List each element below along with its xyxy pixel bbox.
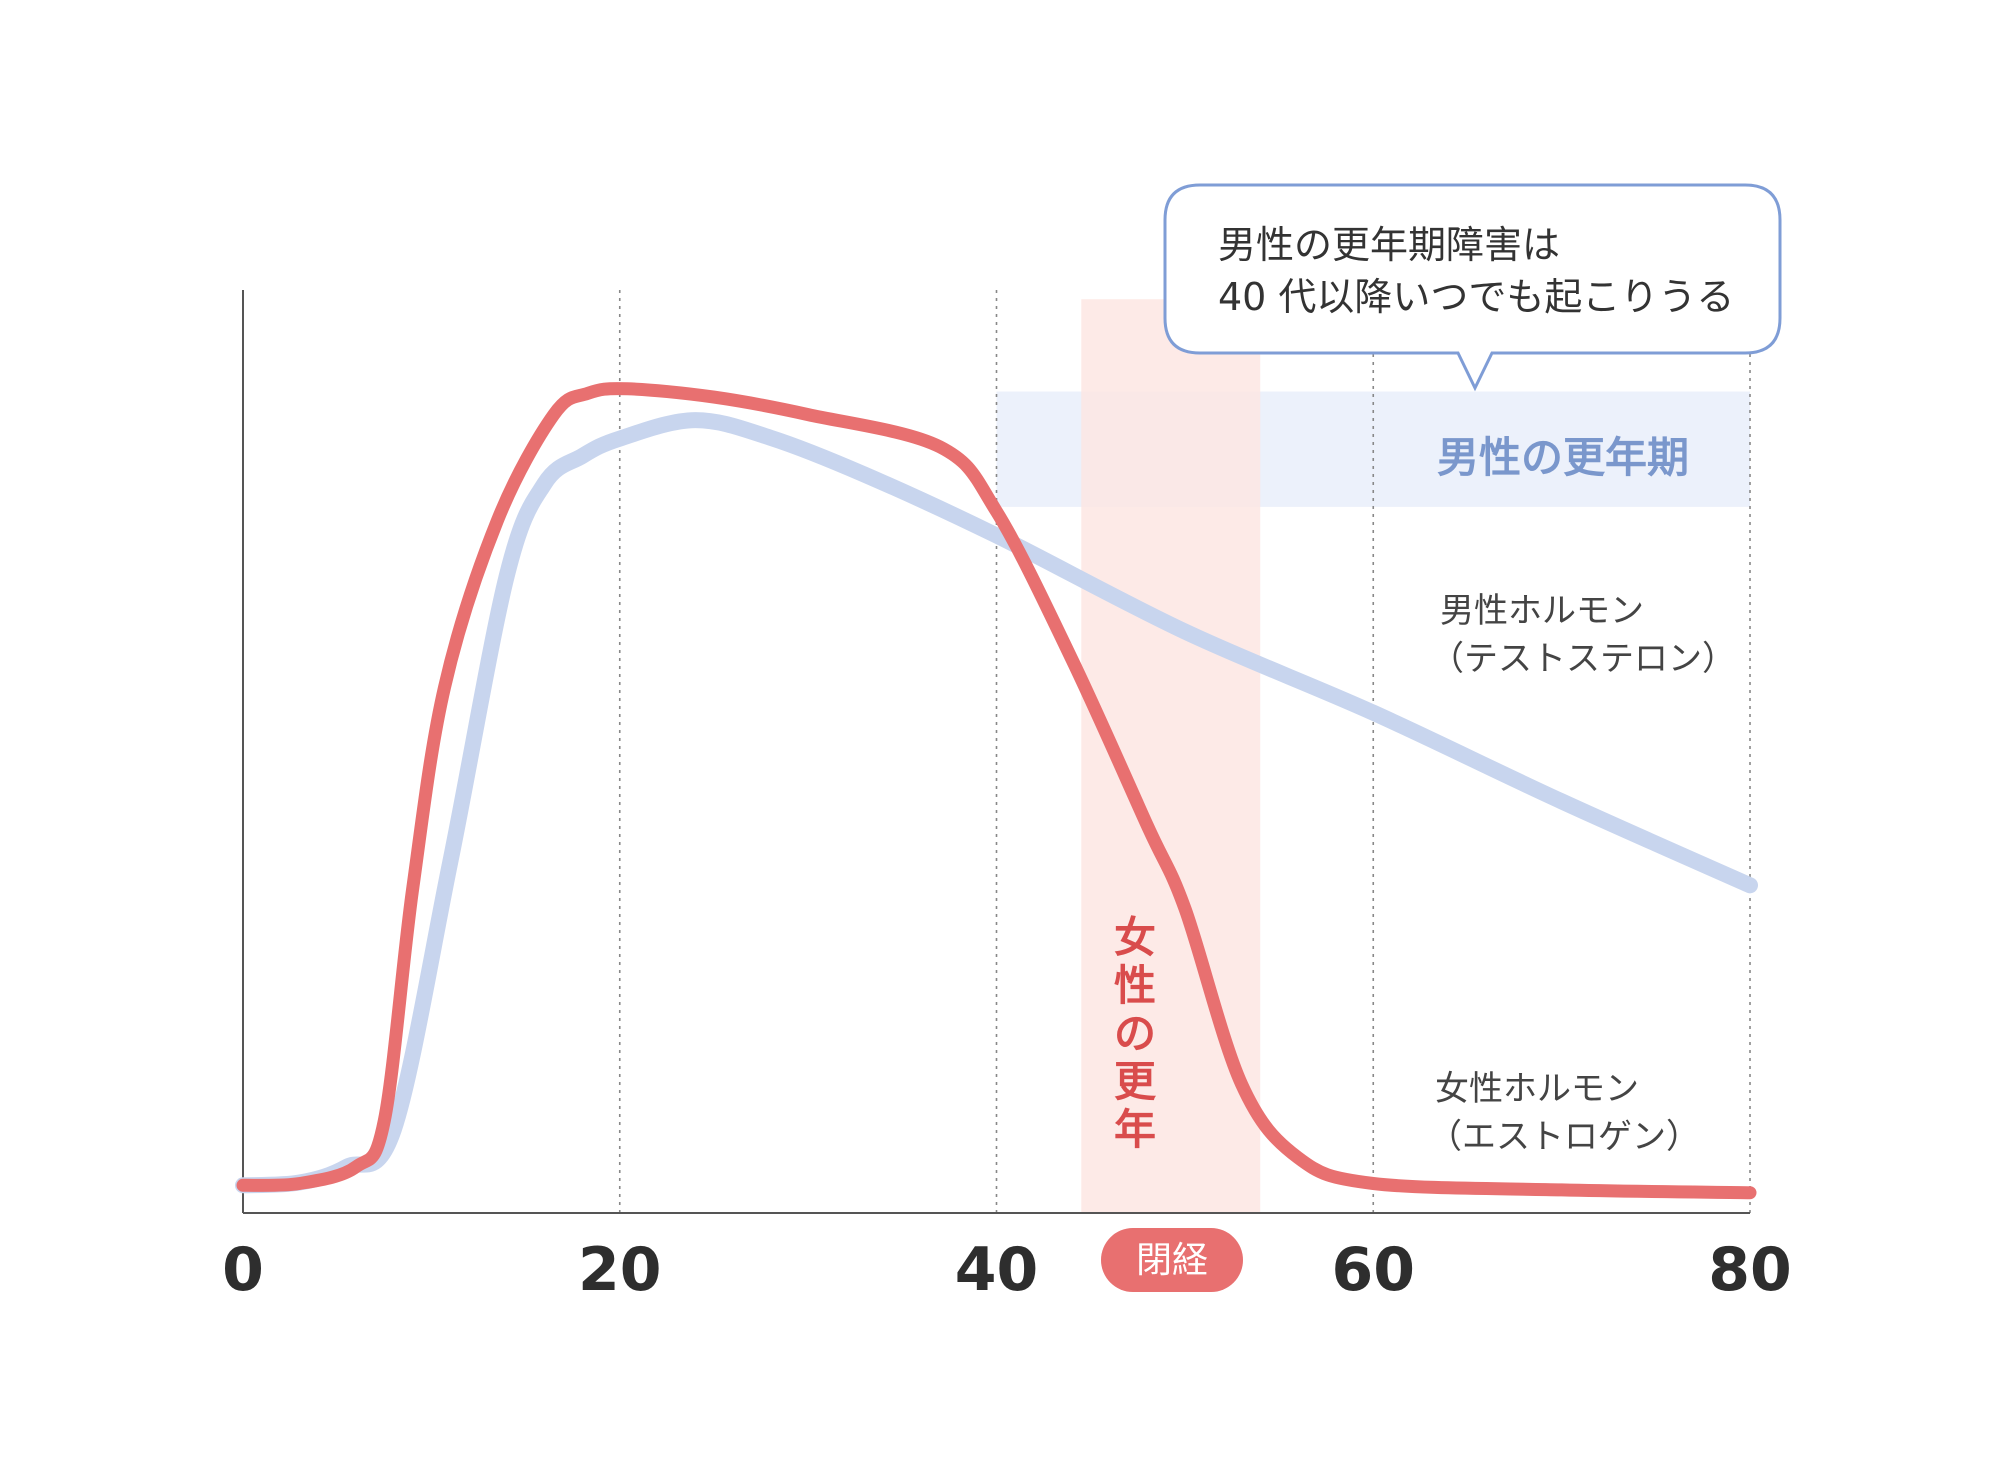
male-band-label: 男性の更年期 xyxy=(1437,433,1689,482)
x-tick-label-20: 20 xyxy=(578,1235,662,1305)
male-hormone-line xyxy=(235,412,1758,1194)
callout-line1: 男性の更年期障害は xyxy=(1218,223,1560,267)
x-tick-label-0: 0 xyxy=(222,1235,264,1305)
tick-labels: 0 20 40 60 80 xyxy=(222,1235,1792,1305)
menopause-badge-label: 閉経 xyxy=(1136,1240,1208,1281)
male-series-label-line2: （テストステロン） xyxy=(1430,639,1736,679)
x-tick-label-80: 80 xyxy=(1708,1235,1792,1305)
callout-bubble: 男性の更年期障害は 40 代以降いつでも起こりうる xyxy=(1163,183,1782,392)
female-band-label-char: 年 xyxy=(1114,1105,1156,1154)
x-tick-label-40: 40 xyxy=(955,1235,1039,1305)
male-series-label-line1: 男性ホルモン xyxy=(1440,591,1644,631)
callout-line2: 40 代以降いつでも起こりうる xyxy=(1218,275,1734,319)
female-band-label-char: の xyxy=(1114,1009,1156,1058)
female-band-label-char: 更 xyxy=(1114,1057,1157,1106)
female-band-label-char: 性 xyxy=(1114,961,1156,1010)
female-hormone-line xyxy=(236,382,1757,1200)
series-layer xyxy=(235,382,1758,1200)
menopause-badge-pill xyxy=(1101,1228,1243,1292)
female-band-label-char: 女 xyxy=(1114,913,1156,962)
menopause-badge: 閉経 xyxy=(1101,1228,1243,1292)
female-band-label: 女 性 の 更 年 xyxy=(1114,913,1157,1154)
female-series-label-line2: （エストロゲン） xyxy=(1428,1117,1700,1157)
x-tick-label-60: 60 xyxy=(1332,1235,1416,1305)
axes xyxy=(242,290,1750,1214)
callout-bubble-outline xyxy=(1163,183,1782,392)
female-series-label-line1: 女性ホルモン xyxy=(1435,1069,1639,1109)
